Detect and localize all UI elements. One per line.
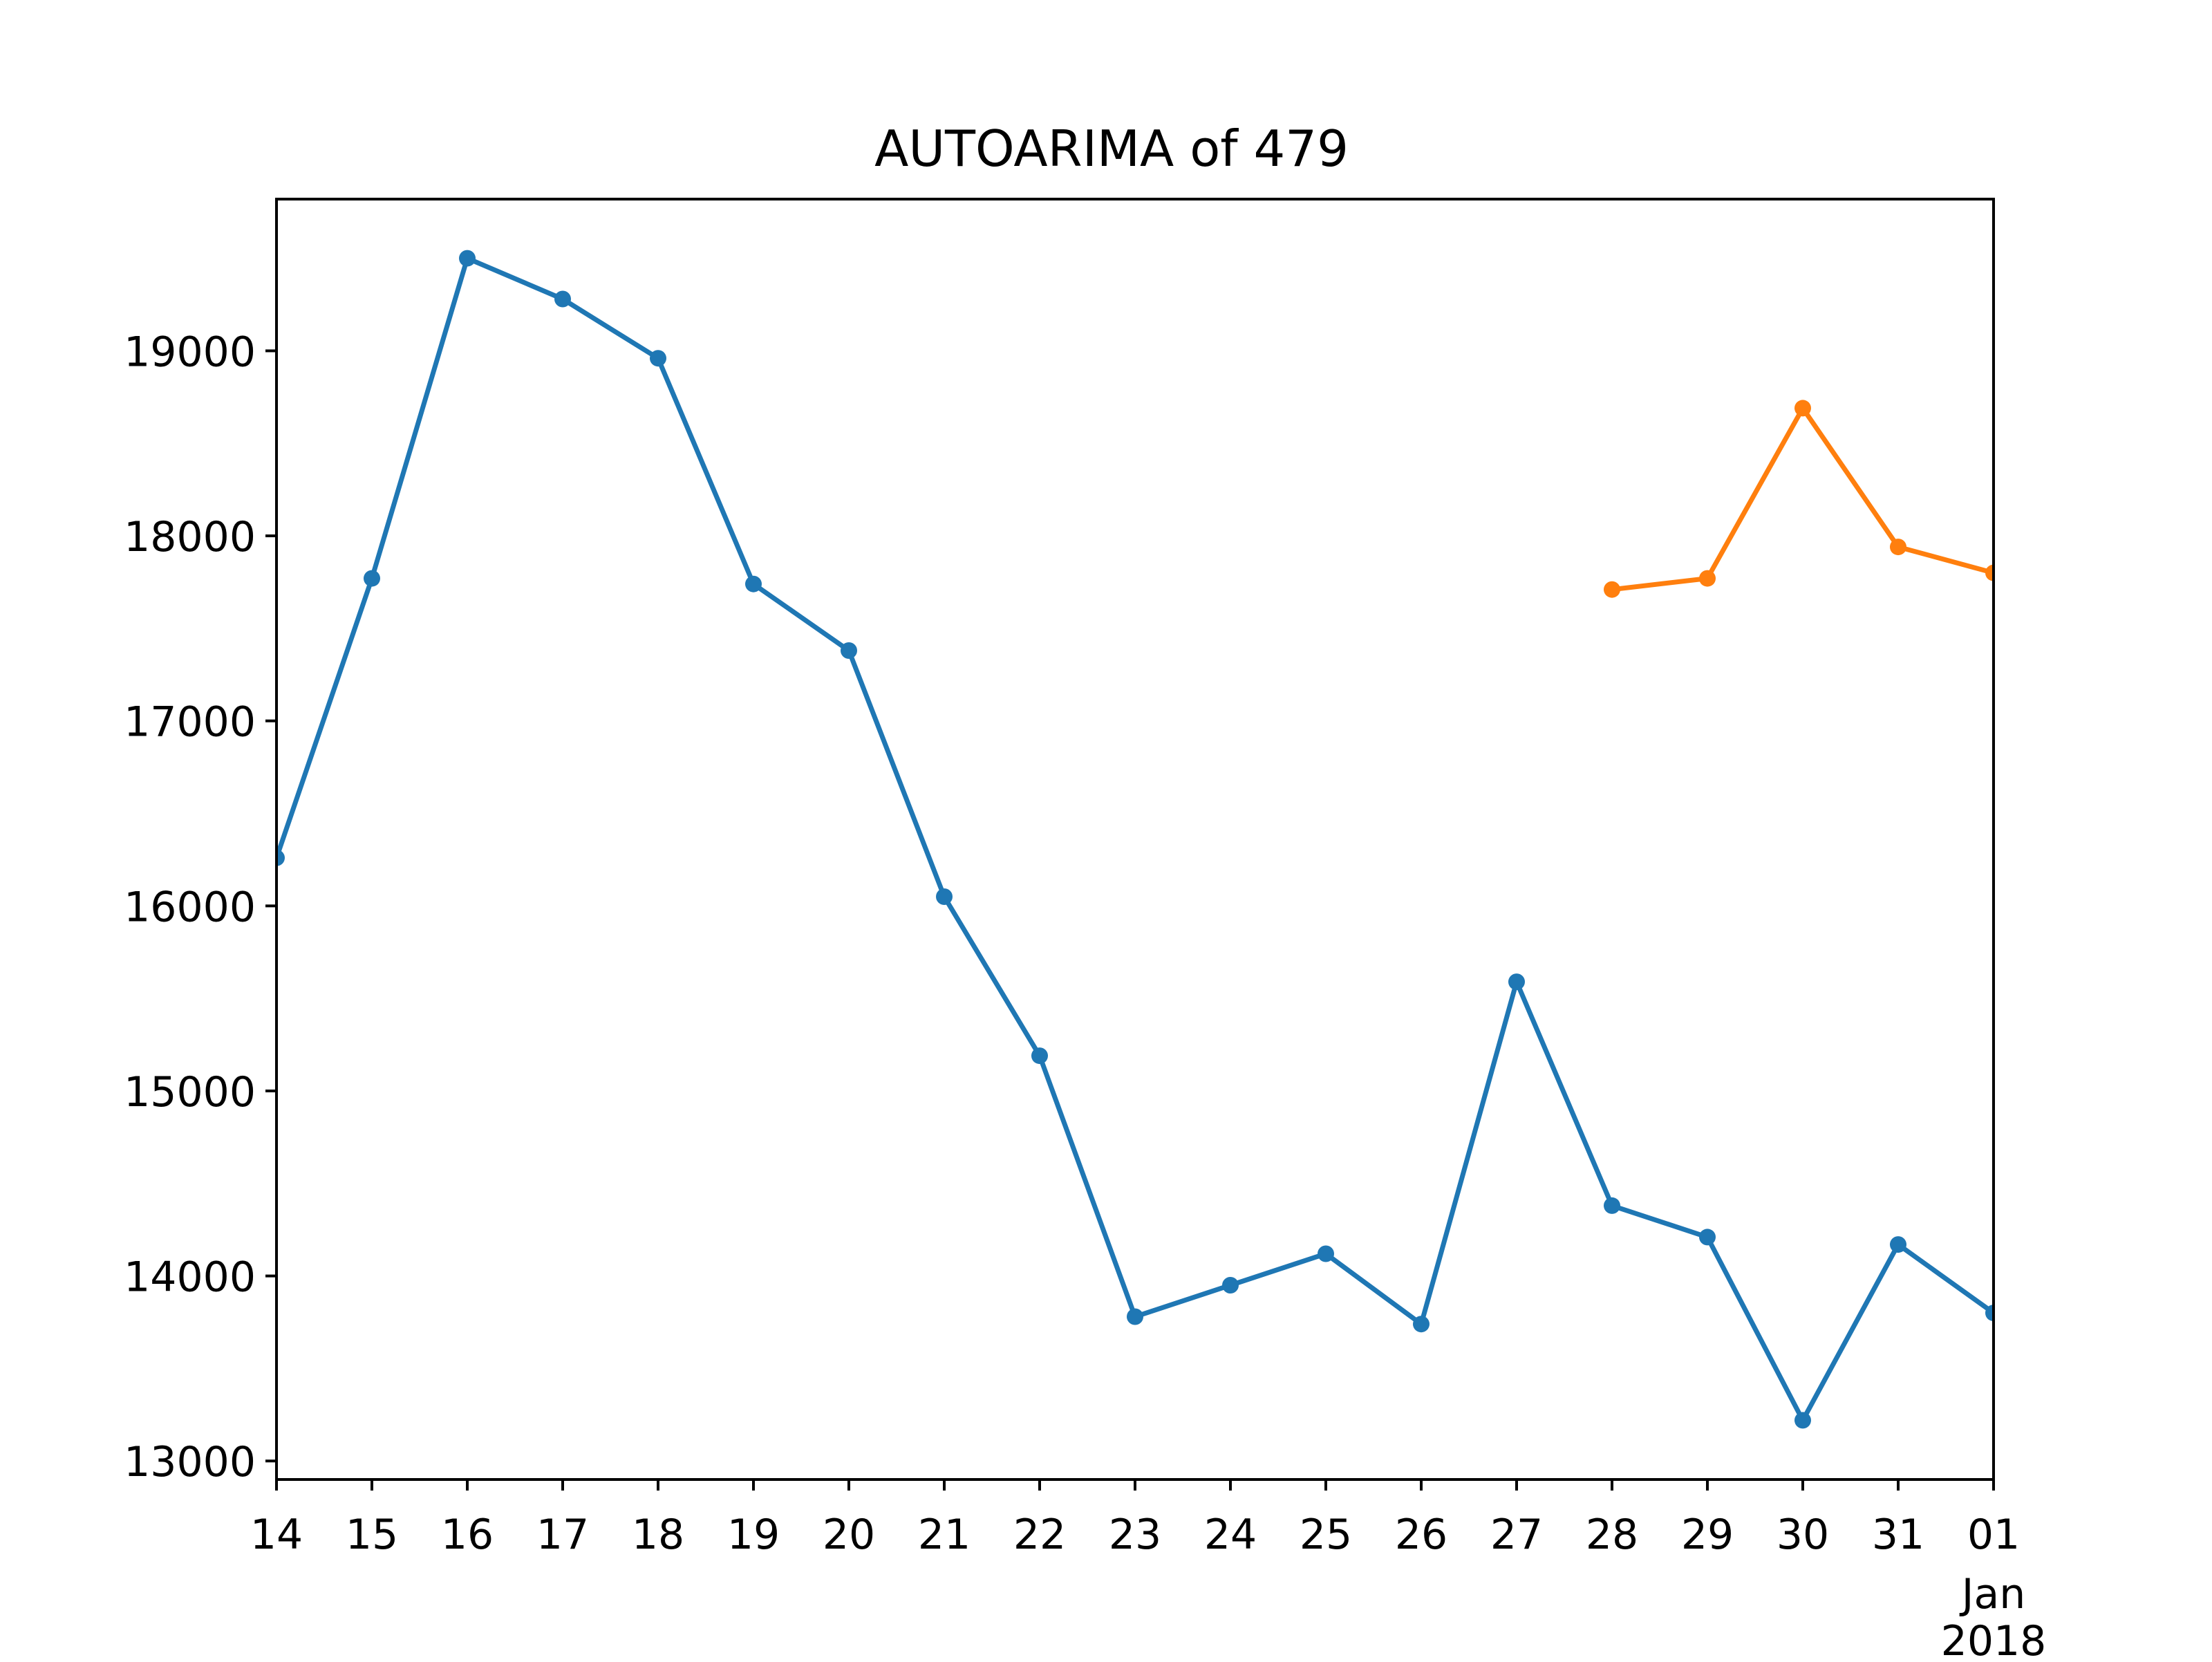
x-tick-sublabel: Jan xyxy=(1959,1570,2026,1618)
series-2-point xyxy=(1985,564,1994,581)
x-tick-label: 23 xyxy=(1109,1511,1161,1559)
series-1-point xyxy=(1508,973,1525,991)
series-2-point xyxy=(1699,570,1716,587)
series-1-point xyxy=(1222,1277,1239,1294)
x-tick-label: 18 xyxy=(632,1511,684,1559)
x-tick-label: 21 xyxy=(918,1511,971,1559)
axes: 13000 14000 15000 16000 17000 18000 19000 14 15 1… xyxy=(124,328,2047,1662)
y-tick-label: 19000 xyxy=(124,328,256,376)
series-1-point xyxy=(1699,1229,1716,1246)
series-2-point xyxy=(1604,581,1620,598)
x-tick-label: 15 xyxy=(346,1511,398,1559)
x-tick-label: 31 xyxy=(1872,1511,1924,1559)
series-1-point xyxy=(1031,1047,1048,1065)
x-tick-label: 17 xyxy=(536,1511,589,1559)
series-1-point xyxy=(1413,1316,1430,1333)
x-tick-label: 25 xyxy=(1300,1511,1352,1559)
series-1-point xyxy=(1604,1197,1620,1214)
series-1-point xyxy=(1890,1236,1906,1253)
series-1-point xyxy=(459,250,476,267)
x-tick-label: 30 xyxy=(1777,1511,1829,1559)
x-tick-label: 14 xyxy=(250,1511,303,1559)
series-1-point xyxy=(745,575,762,592)
series-1-point xyxy=(1127,1308,1143,1325)
series-1-point xyxy=(1794,1412,1811,1429)
x-tick-label: 22 xyxy=(1013,1511,1066,1559)
x-tick-sublabel: 2018 xyxy=(1941,1617,2047,1659)
x-tick-label: 20 xyxy=(823,1511,875,1559)
series-1-point xyxy=(650,350,666,367)
y-tick-label: 17000 xyxy=(124,698,256,747)
x-tick-label: 16 xyxy=(441,1511,494,1559)
chart-title: AUTOARIMA of 479 xyxy=(874,120,1349,178)
x-tick-label: 01 xyxy=(1967,1511,2020,1559)
x-tick-label: 27 xyxy=(1490,1511,1543,1559)
series-2-point xyxy=(1890,539,1906,556)
series-1-point xyxy=(364,570,380,587)
series-1-point xyxy=(1985,1305,1994,1322)
series-1-point xyxy=(1318,1245,1334,1262)
series-1-point xyxy=(276,849,285,866)
series-1-point xyxy=(554,290,571,308)
plot-area xyxy=(276,250,1994,1429)
y-tick-label: 18000 xyxy=(124,513,256,561)
x-tick-label: 26 xyxy=(1395,1511,1447,1559)
x-tick-label: 29 xyxy=(1681,1511,1734,1559)
x-tick-label: 24 xyxy=(1204,1511,1257,1559)
series-1-point xyxy=(936,888,953,905)
y-tick-label: 16000 xyxy=(124,883,256,931)
y-tick-label: 14000 xyxy=(124,1253,256,1302)
y-tick-label: 15000 xyxy=(124,1068,256,1117)
series-1-point xyxy=(841,642,857,659)
x-tick-label: 28 xyxy=(1586,1511,1638,1559)
series-2-point xyxy=(1794,400,1811,417)
x-tick-label: 19 xyxy=(727,1511,780,1559)
y-tick-label: 13000 xyxy=(124,1438,256,1486)
